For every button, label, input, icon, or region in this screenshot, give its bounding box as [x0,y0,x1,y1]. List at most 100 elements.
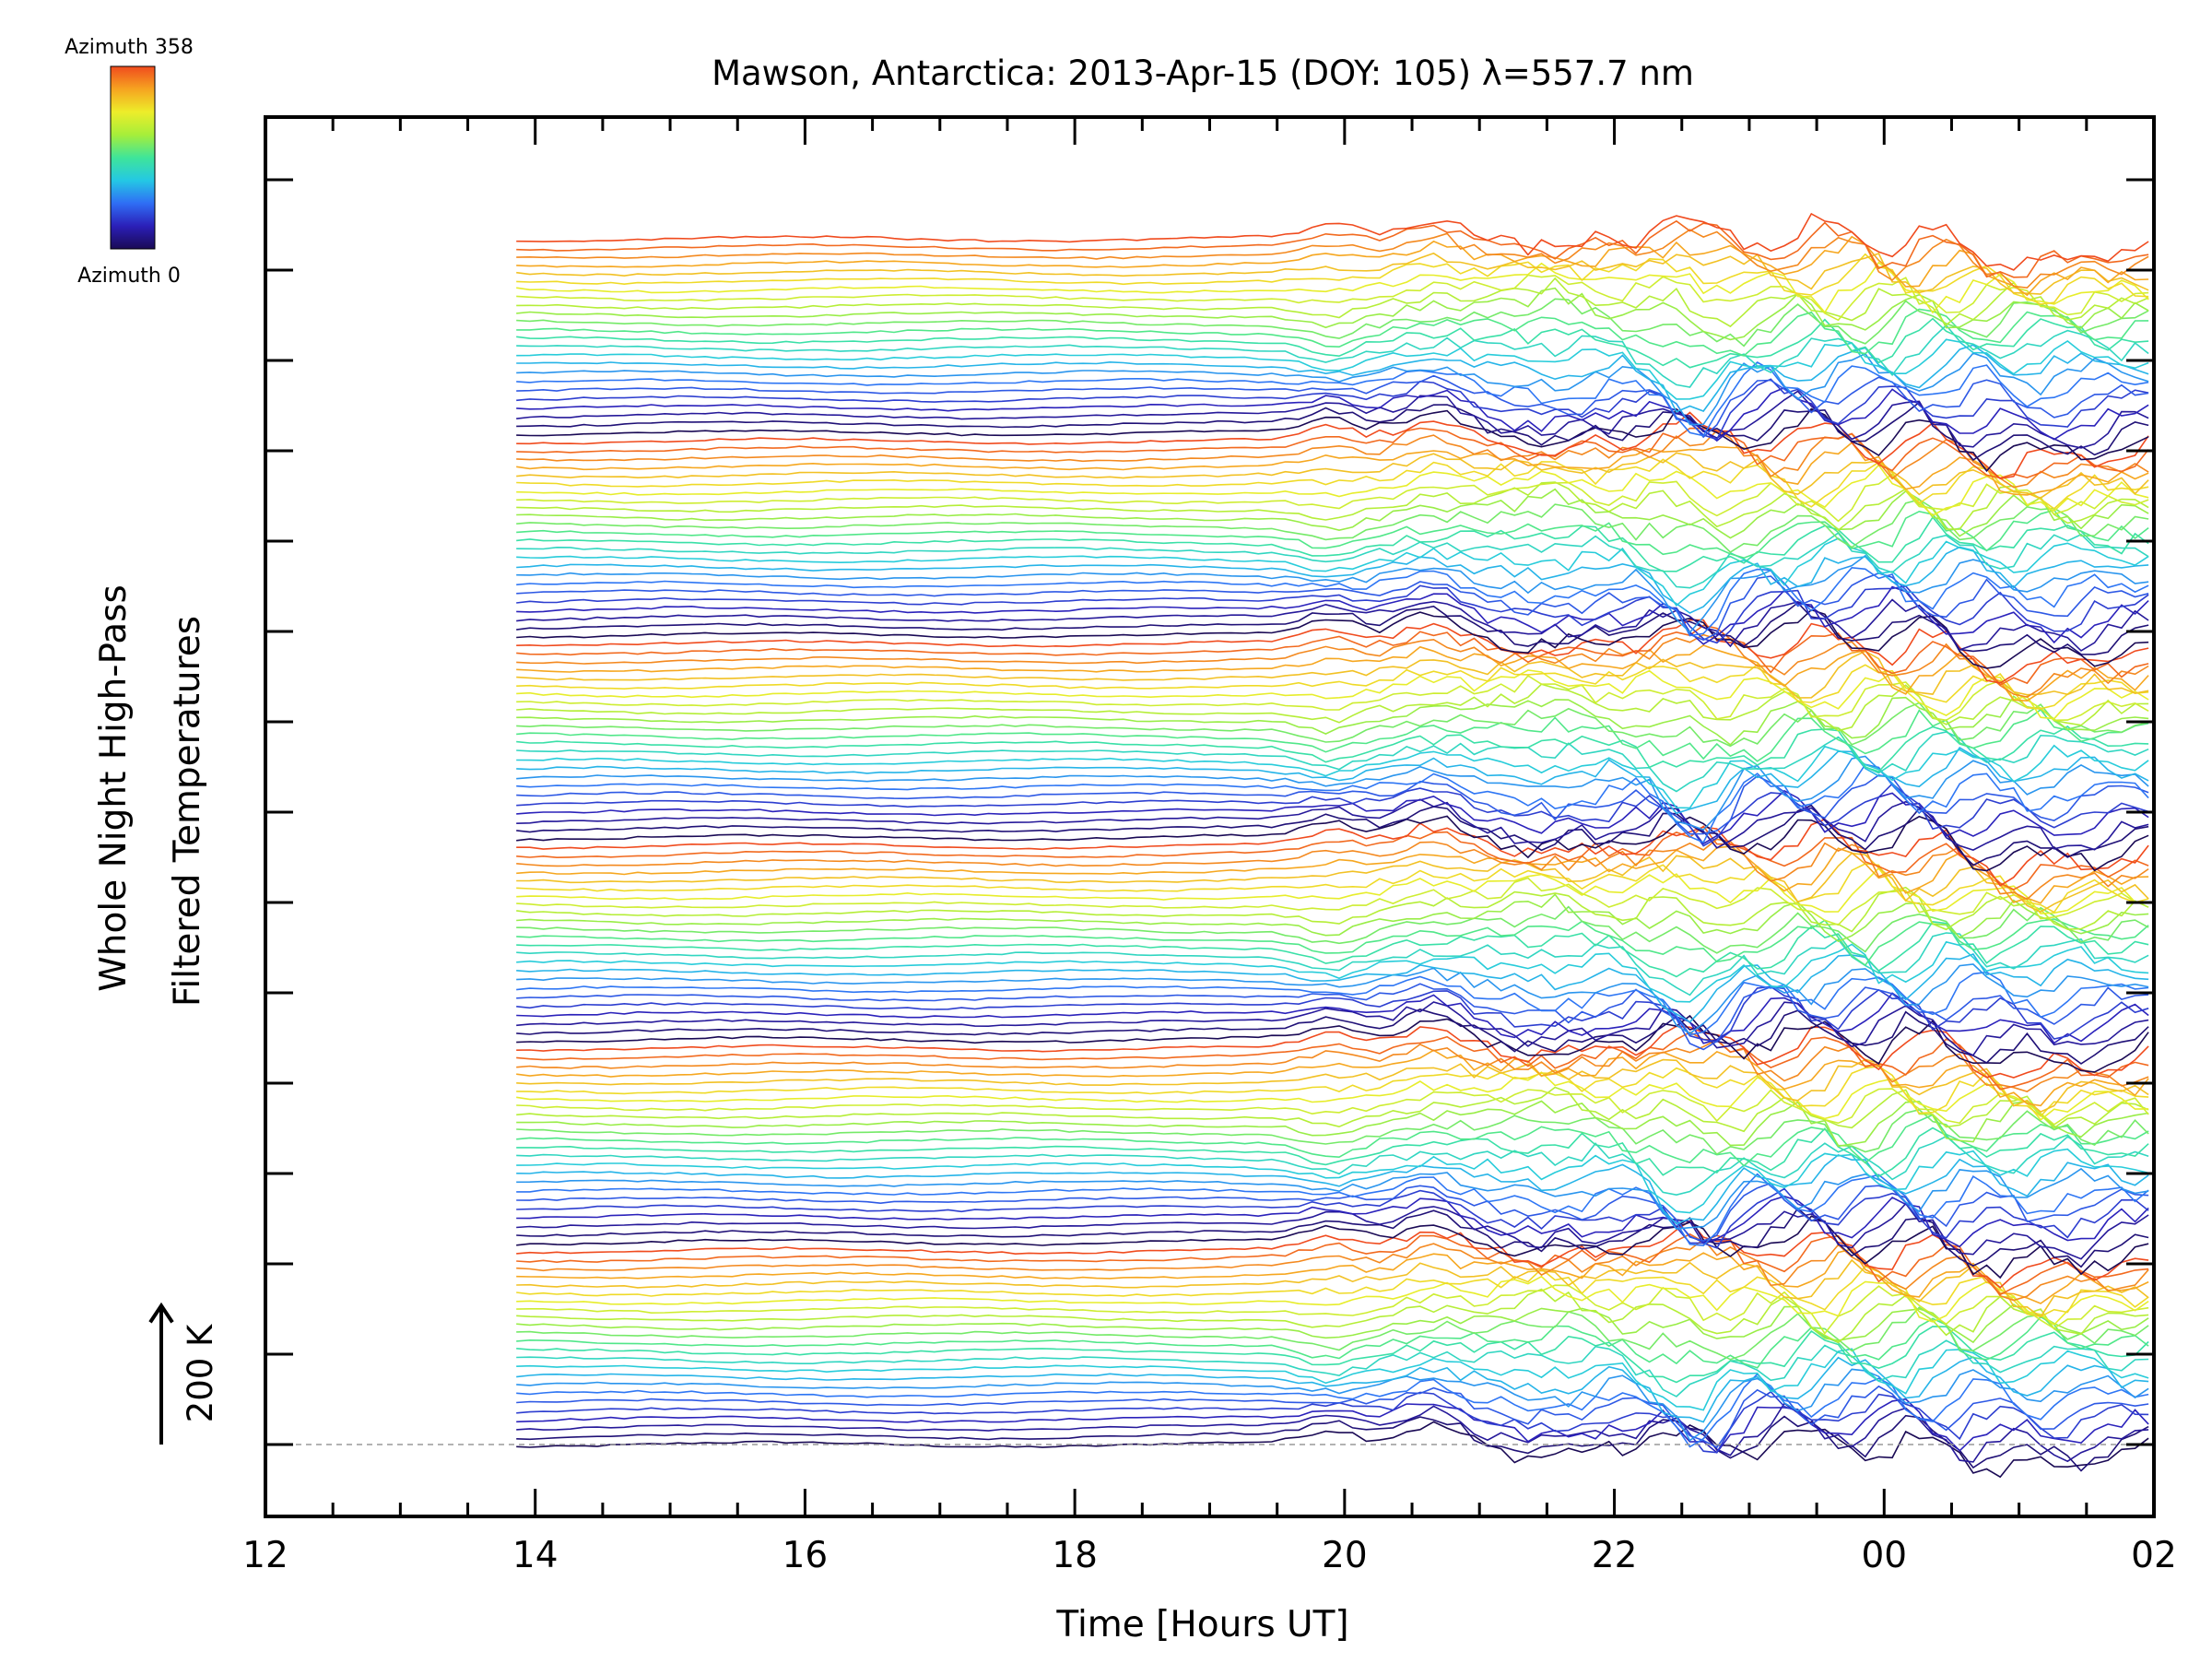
scale-bar-arrowhead [148,1302,174,1324]
scale-bar-label: 200 K [181,1323,220,1422]
series-line [516,1207,2149,1268]
series-line [516,702,2149,748]
series-line [516,1195,2149,1248]
series-line [516,308,2149,357]
series-line [516,386,2149,442]
series-line [516,1238,2149,1302]
series-line [516,338,2149,400]
series-line [516,252,2149,295]
series-line [516,515,2149,572]
x-tick-label: 14 [512,1535,559,1576]
series-line [516,488,2149,539]
series-line [516,683,2149,732]
series-line [516,1014,2149,1073]
series-line [516,1039,2149,1092]
series-line [516,473,2149,523]
series-line [516,261,2149,314]
series-line [516,669,2149,720]
series-line [516,1086,2149,1133]
series-line [516,695,2149,746]
series-line [516,452,2149,500]
series-line [516,877,2149,926]
series-line [516,1248,2149,1304]
series-line [516,546,2149,614]
series-line [516,918,2149,967]
series-line [516,235,2149,297]
series-line [516,401,2149,461]
series-layer [516,212,2149,1479]
series-line [516,598,2149,652]
x-tick-labels: 12 14 16 18 20 22 00 02 [242,1535,2177,1576]
series-line [516,1008,2149,1065]
series-line [516,298,2149,348]
series-line [516,1153,2149,1225]
series-line [516,608,2149,669]
series-line [516,798,2149,851]
series-line [516,1114,2149,1167]
series-line [516,725,2149,773]
series-line [516,1220,2149,1289]
series-line [516,940,2149,1003]
series-line [516,1390,2149,1454]
y-axis-label-line1: Whole Night High-Pass [93,584,135,992]
series-line [516,1368,2149,1442]
series-line [516,499,2149,554]
series-line [516,1326,2149,1384]
colorbar-bottom-label: Azimuth 0 [77,265,181,288]
series-line [516,1414,2149,1472]
x-tick-label: 16 [782,1535,829,1576]
series-line [516,1288,2149,1344]
x-tick-label: 02 [2131,1535,2177,1576]
series-line [516,390,2149,449]
colorbar-top-label: Azimuth 358 [65,36,194,59]
series-line [516,1001,2149,1056]
series-line [516,1182,2149,1242]
series-line [516,1398,2149,1454]
series-line [516,317,2149,369]
x-tick-label: 00 [1861,1535,1907,1576]
colorbar-gradient [110,65,156,250]
series-line [516,411,2149,480]
series-line [516,1088,2149,1126]
series-line [516,1306,2149,1361]
series-line [516,1100,2149,1148]
series-line [516,481,2149,532]
series-line [516,277,2149,328]
series-line [516,644,2149,702]
series-line [516,274,2149,322]
series-line [516,229,2149,289]
series-line [516,1315,2149,1369]
series-line [516,747,2149,815]
series-line [516,845,2149,904]
series-line [516,963,2149,1035]
series-line [516,531,2149,589]
series-line [516,287,2149,341]
series-line [516,905,2149,954]
series-line [516,458,2149,510]
series-line [516,1303,2149,1344]
series-line [516,815,2149,872]
series-line [516,1402,2149,1463]
series-line [516,344,2149,413]
series-line [516,886,2149,933]
series-line [516,219,2149,278]
series-line [516,442,2149,496]
series-line [516,838,2149,901]
series-line [516,361,2149,437]
series-line [516,1025,2149,1079]
x-tick-label: 12 [242,1535,288,1576]
series-line [516,731,2149,793]
series-line [516,867,2149,914]
series-line [516,1339,2149,1398]
series-line [516,663,2149,710]
series-line [516,650,2149,699]
series-line [516,893,2149,943]
series-line [516,983,2149,1051]
series-line [516,1108,2149,1156]
series-line [516,774,2149,835]
series-line [516,1202,2149,1260]
ticks-layer [264,117,2156,1516]
series-line [516,783,2149,847]
